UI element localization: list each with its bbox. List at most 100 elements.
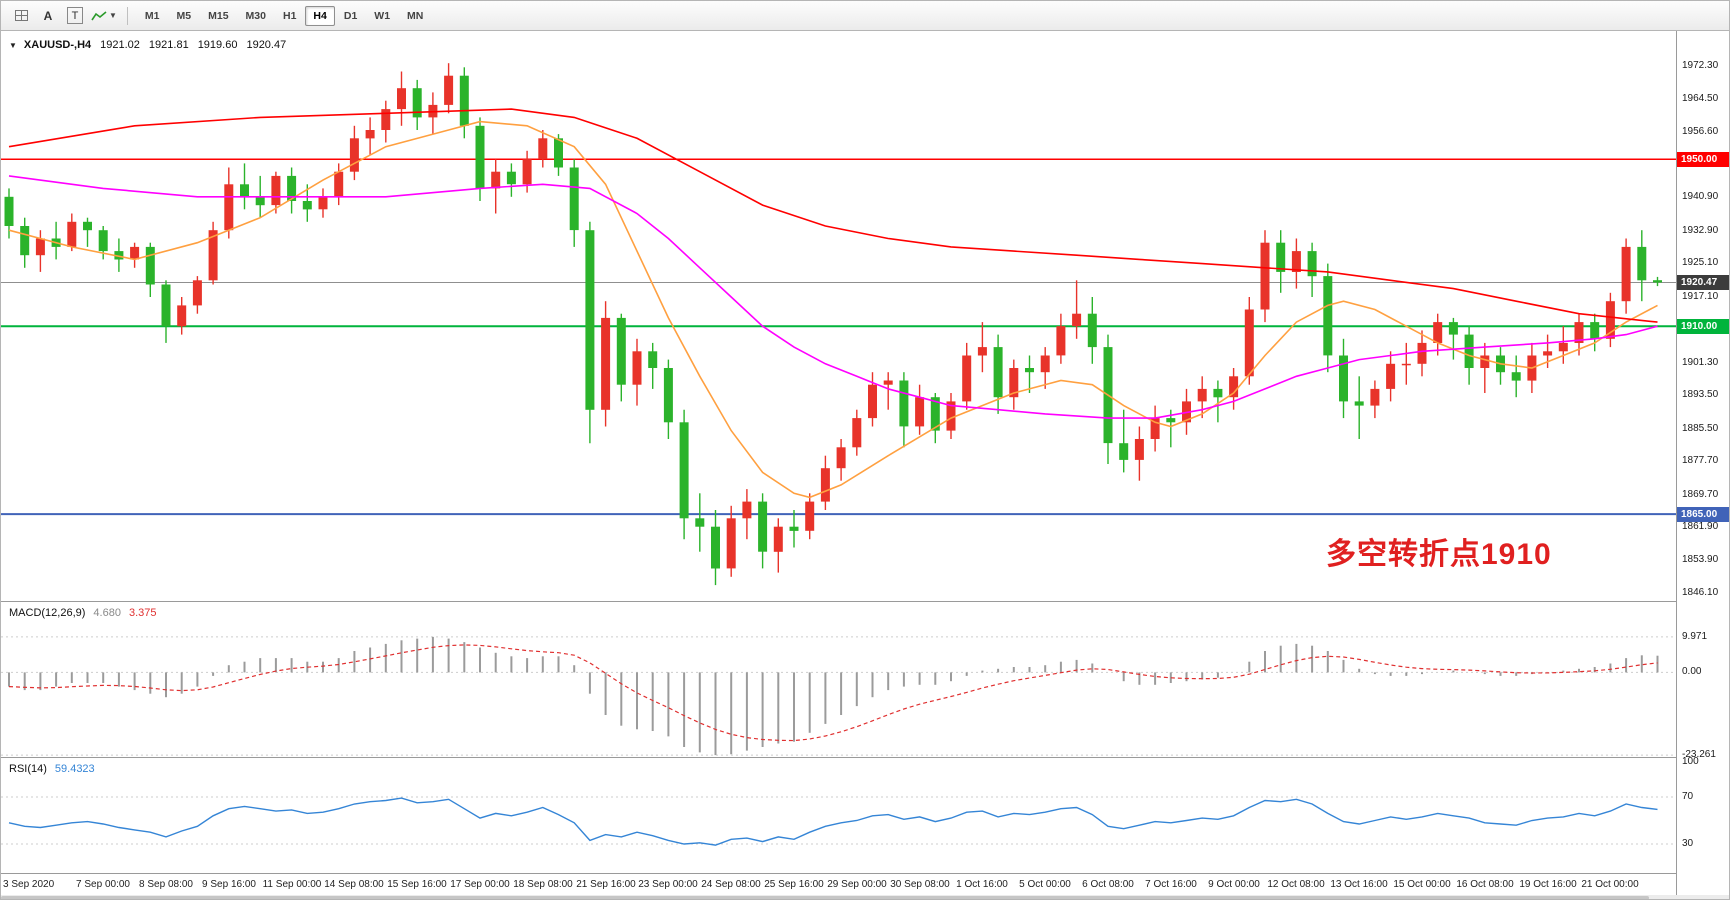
timeframe-mn[interactable]: MN (399, 6, 431, 26)
indicator-icon (91, 10, 107, 20)
label-tool-button[interactable]: T (63, 5, 87, 27)
text-tool-button[interactable]: A (36, 5, 60, 27)
time-axis-label: 15 Oct 00:00 (1393, 879, 1451, 890)
macd-main-value: 4.680 (93, 607, 121, 619)
time-axis-label: 3 Sep 2020 (3, 879, 55, 890)
rsi-label: RSI(14) 59.4323 (9, 763, 95, 775)
pane-splitter-1[interactable] (1, 601, 1729, 602)
price-axis-label: 1901.30 (1682, 357, 1719, 368)
macd-axis-label: 0.00 (1682, 666, 1702, 677)
time-axis-label: 16 Oct 08:00 (1456, 879, 1514, 890)
pane-splitter-3 (1, 873, 1729, 874)
price-axis-label: 1846.10 (1682, 587, 1719, 598)
templates-button[interactable] (9, 5, 33, 27)
ma-fast-orange (8, 120, 1658, 499)
price-axis-label: 1853.90 (1682, 554, 1719, 565)
price-badge: 1950.00 (1677, 152, 1729, 167)
timeframe-m15[interactable]: M15 (200, 6, 236, 26)
time-axis-label: 11 Sep 00:00 (262, 879, 322, 890)
close-value: 1920.47 (246, 39, 287, 51)
price-axis-label: 1925.10 (1682, 257, 1719, 268)
time-axis-label: 24 Sep 08:00 (701, 879, 761, 890)
timeframe-d1[interactable]: D1 (336, 6, 365, 26)
macd-signal-line (8, 644, 1658, 742)
rsi-value: 59.4323 (54, 763, 95, 775)
pane-splitter-2[interactable] (1, 757, 1729, 758)
macd-signal-value: 3.375 (128, 607, 157, 619)
chevron-down-icon: ▼ (109, 11, 117, 20)
macd-chart-canvas[interactable]: MACD(12,26,9) 4.680 3.375 (1, 603, 1676, 757)
toolbar-separator (126, 6, 128, 25)
rsi-axis-label: 100 (1682, 756, 1699, 767)
time-axis-label: 5 Oct 00:00 (1019, 879, 1071, 890)
ma-slow-red (8, 108, 1658, 323)
timeframe-h1[interactable]: H1 (275, 6, 304, 26)
timeframe-w1[interactable]: W1 (366, 6, 398, 26)
time-axis-label: 19 Oct 16:00 (1519, 879, 1577, 890)
grid-icon (14, 10, 28, 21)
rsi-name: RSI(14) (9, 763, 47, 775)
macd-name: MACD(12,26,9) (9, 607, 86, 619)
symbol-ohlc-line: ▼ XAUUSD-,H4 1921.02 1921.81 1919.60 192… (9, 39, 286, 51)
price-axis-label: 1861.90 (1682, 521, 1719, 532)
high-value: 1921.81 (148, 39, 189, 51)
symbol-label: XAUUSD-,H4 (23, 39, 92, 51)
label-tool-glyph: T (66, 7, 84, 24)
timeframe-m5[interactable]: M5 (169, 6, 200, 26)
price-axis-label: 1869.70 (1682, 489, 1719, 500)
macd-axis-label: -23.261 (1682, 749, 1716, 760)
price-badge: 1910.00 (1677, 319, 1729, 334)
time-axis-label: 8 Sep 08:00 (139, 879, 193, 890)
timeframe-m1[interactable]: M1 (137, 6, 168, 26)
price-badge: 1920.47 (1677, 275, 1729, 290)
scrollbar-thumb[interactable] (1, 896, 1649, 899)
time-axis-label: 7 Oct 16:00 (1145, 879, 1197, 890)
time-axis[interactable]: 3 Sep 2020 7 Sep 00:00 8 Sep 08:00 9 Sep 16… (1, 875, 1676, 895)
timeframe-h4[interactable]: H4 (305, 5, 335, 26)
rsi-axis-label: 30 (1682, 838, 1694, 849)
rsi-line (8, 797, 1658, 846)
annotation-text: 多空转折点1910 (1326, 538, 1552, 571)
time-axis-label: 18 Sep 08:00 (513, 879, 573, 890)
price-axis-label: 1885.50 (1682, 423, 1719, 434)
time-axis-label: 7 Sep 00:00 (76, 879, 130, 890)
time-axis-label: 14 Sep 08:00 (324, 879, 384, 890)
collapse-icon: ▼ (9, 40, 17, 50)
price-badge: 1865.00 (1677, 507, 1729, 522)
price-chart-canvas[interactable]: ▼ XAUUSD-,H4 1921.02 1921.81 1919.60 192… (1, 31, 1676, 601)
price-axis-label: 1956.60 (1682, 126, 1719, 137)
low-value: 1919.60 (197, 39, 238, 51)
time-axis-label: 9 Oct 00:00 (1208, 879, 1260, 890)
rsi-axis-label: 70 (1682, 791, 1694, 802)
price-axis-label: 1932.90 (1682, 225, 1719, 236)
time-axis-label: 6 Oct 08:00 (1082, 879, 1134, 890)
ma-medium-magenta (8, 175, 1658, 419)
price-pane-svg (1, 63, 1676, 586)
time-axis-label: 13 Oct 16:00 (1330, 879, 1388, 890)
time-axis-label: 30 Sep 08:00 (890, 879, 950, 890)
candles (4, 63, 1662, 586)
time-axis-label: 25 Sep 16:00 (764, 879, 824, 890)
timeframe-m30[interactable]: M30 (238, 6, 274, 26)
time-axis-label: 29 Sep 00:00 (827, 879, 887, 890)
price-axis-label: 1964.50 (1682, 93, 1719, 104)
rsi-pane-svg (1, 796, 1676, 846)
horizontal-scrollbar (1, 895, 1729, 899)
price-axis-label: 1877.70 (1682, 455, 1719, 466)
time-axis-label: 1 Oct 16:00 (956, 879, 1008, 890)
indicators-button[interactable]: ▼ (90, 5, 118, 27)
macd-axis-label: 9.971 (1682, 631, 1708, 642)
time-axis-label: 15 Sep 16:00 (387, 879, 447, 890)
price-axis[interactable]: 1972.301964.501956.601948.701940.901932.… (1676, 31, 1729, 895)
macd-label: MACD(12,26,9) 4.680 3.375 (9, 607, 156, 619)
time-axis-label: 21 Oct 00:00 (1581, 879, 1639, 890)
macd-pane-svg (1, 636, 1676, 756)
time-axis-label: 23 Sep 00:00 (638, 879, 698, 890)
rsi-chart-canvas[interactable]: RSI(14) 59.4323 (1, 759, 1676, 873)
time-axis-label: 21 Sep 16:00 (576, 879, 636, 890)
toolbar: A T ▼ M1 M5 M15 M30 H1 H4 D1 W1 MN (1, 1, 1729, 31)
timeframe-group: M1 M5 M15 M30 H1 H4 D1 W1 MN (137, 5, 431, 26)
price-axis-label: 1893.50 (1682, 389, 1719, 400)
macd-histogram (8, 636, 1659, 756)
